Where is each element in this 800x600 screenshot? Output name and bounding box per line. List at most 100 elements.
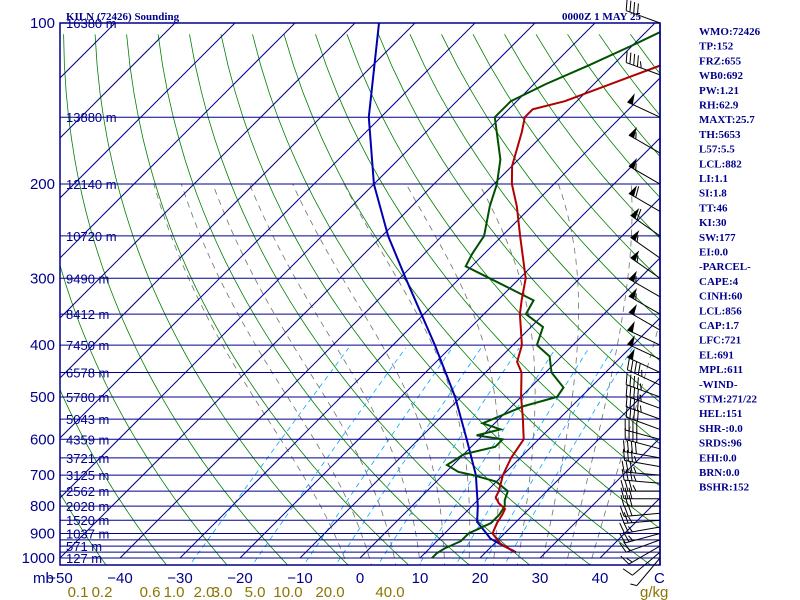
isotherms — [60, 23, 660, 559]
dry-adiabat-line — [346, 34, 660, 445]
moist-adiabat-line — [292, 183, 445, 565]
temperature-tick-label: −30 — [167, 570, 192, 587]
dry-adiabat-line — [126, 34, 410, 565]
wind-barb-staff — [624, 479, 661, 484]
wind-barb-feather — [628, 480, 633, 492]
wind-barb-feather — [639, 394, 642, 402]
isotherm-line — [60, 23, 596, 559]
wind-barb-feather — [628, 526, 633, 533]
wind-barb-feather — [633, 455, 637, 463]
dry-adiabat-line — [157, 34, 470, 565]
wind-barb-feather — [623, 522, 629, 533]
dry-adiabats — [60, 34, 660, 565]
wind-barb-feather — [629, 385, 632, 398]
wind-barb-feather — [634, 361, 638, 374]
isotherm-line — [60, 23, 236, 199]
index-value: BRN:0.0 — [699, 467, 740, 479]
wind-barb-feather — [629, 52, 632, 64]
wind-barb-feather — [626, 557, 633, 563]
temperature-unit-label: C — [654, 570, 665, 587]
wind-barb-feather — [628, 516, 633, 523]
pressure-tick-label: 400 — [30, 337, 55, 354]
index-value: EHI:0.0 — [699, 452, 737, 464]
mixing-ratio-line — [251, 347, 406, 565]
wind-barb-feather — [636, 255, 639, 263]
mixing-ratio-tick-label: 0.2 — [92, 584, 113, 600]
height-label: 8412 m — [66, 307, 109, 322]
pressure-tick-label: 1000 — [22, 550, 55, 567]
temperature-tick-label: −40 — [107, 570, 132, 587]
wind-barb-feather — [634, 442, 637, 454]
mixing-ratio-tick-label: 0.1 — [68, 584, 89, 600]
index-value: LI:1.1 — [699, 173, 728, 185]
wind-barb-feather — [623, 512, 629, 524]
pressure-unit-label: mb — [33, 570, 54, 587]
wind-barb-feather — [623, 505, 629, 517]
temperature-tick-label: 10 — [412, 570, 429, 587]
wind-barb-feather — [629, 0, 632, 13]
wind-barb-flag — [628, 270, 637, 282]
index-value: HEL:151 — [699, 408, 742, 420]
mixing-ratio-tick-label: 0.6 — [140, 584, 161, 600]
wind-barb-feather — [622, 531, 630, 543]
parcel-trace — [367, 23, 517, 553]
moist-adiabat-line — [181, 183, 372, 565]
index-value: L57:5.5 — [699, 144, 735, 156]
wind-barb-flag — [628, 185, 637, 197]
mixing-ratio-tick-label: 3.0 — [212, 584, 233, 600]
wind-barb-feather — [639, 383, 642, 391]
dry-adiabat-line — [441, 34, 660, 321]
index-value: TT:46 — [699, 202, 728, 214]
wind-barb-staff — [628, 545, 661, 565]
wind-barb-staff — [627, 369, 661, 386]
wind-barb-feather — [628, 535, 634, 542]
isobars — [60, 23, 660, 559]
wind-barb-feather — [620, 555, 630, 565]
wind-barb-staff — [624, 526, 661, 534]
wind-barb-feather — [620, 480, 625, 492]
index-value: WMO:72426 — [699, 26, 761, 38]
isotherm-line — [60, 23, 536, 499]
height-label: 127 m — [66, 551, 102, 566]
wind-barb-staff — [624, 451, 661, 459]
wind-barb-staff — [626, 395, 661, 409]
index-value: PW:1.21 — [699, 85, 739, 97]
wind-barb-feather — [630, 360, 634, 372]
wind-barb-feather — [629, 396, 632, 409]
wind-barb-flag — [628, 158, 637, 170]
wind-barb-staff — [626, 416, 661, 430]
index-value: SRDS:96 — [699, 438, 742, 450]
height-label: 4359 m — [66, 432, 109, 447]
dry-adiabat-line — [409, 34, 660, 362]
mixing-ratio-tick-label: 10.0 — [273, 584, 302, 600]
height-label: 571 m — [66, 539, 102, 554]
mixing-ratio-unit-label: g/kg — [640, 584, 668, 600]
wind-barb-feather — [625, 0, 628, 11]
temperature-tick-label: 30 — [532, 570, 549, 587]
index-value: RH:62.9 — [699, 100, 739, 112]
wind-barb-feather — [636, 409, 639, 422]
moist-adiabat-line — [212, 183, 397, 565]
index-value: CAP:1.7 — [699, 320, 740, 332]
wind-barb-feather — [624, 495, 629, 507]
isotherm-line — [60, 23, 176, 139]
pressure-tick-label: 200 — [30, 176, 55, 193]
wind-barb-feather — [630, 450, 633, 462]
wind-barb-staff — [632, 551, 661, 576]
index-value: LCL:856 — [699, 305, 742, 317]
dry-adiabat-line — [60, 388, 168, 565]
wind-barb-staff — [624, 519, 661, 524]
wind-barb-feather — [632, 484, 637, 492]
wind-barb-feather — [619, 522, 625, 534]
mixing-ratio-tick-label: 5.0 — [245, 584, 266, 600]
wind-barb-feather — [633, 53, 636, 66]
mixing-ratio-tick-label: 1.0 — [164, 584, 185, 600]
mixing-ratio-line — [503, 347, 633, 565]
dewpoint-trace — [431, 30, 660, 559]
mixing-ratio-tick-label: 40.0 — [375, 584, 404, 600]
wind-barb-feather — [619, 542, 627, 553]
moist-adiabat-line — [541, 183, 579, 565]
pressure-tick-label: 500 — [30, 389, 55, 406]
mixing-ratio-line — [189, 347, 349, 565]
